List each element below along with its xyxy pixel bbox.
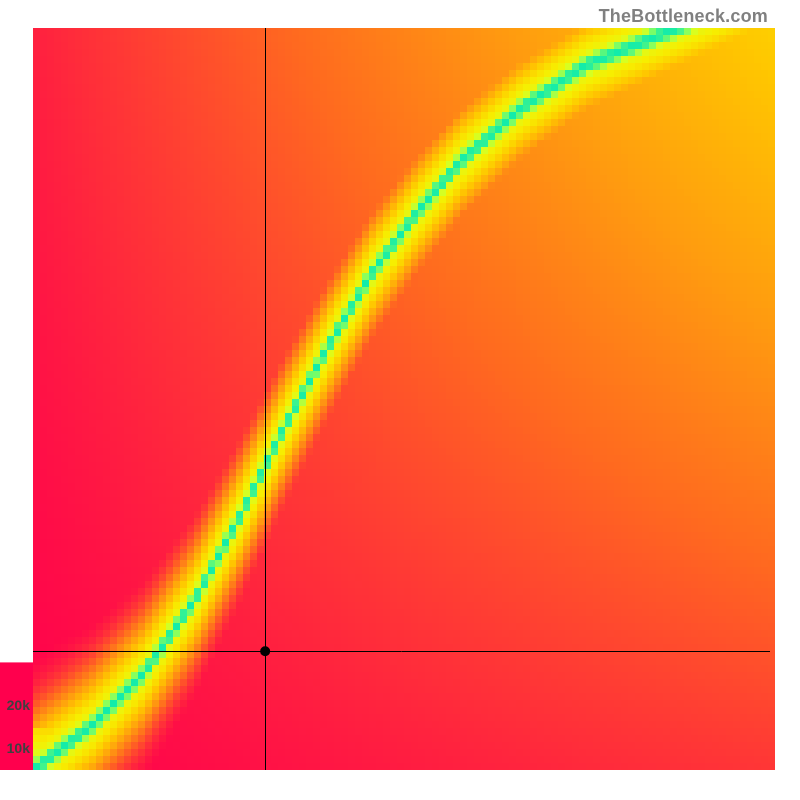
- watermark-label: TheBottleneck.com: [599, 6, 768, 27]
- heatmap-overlay: [0, 0, 800, 800]
- y-tick-label: 10k: [0, 740, 30, 756]
- y-tick-label: 20k: [0, 697, 30, 713]
